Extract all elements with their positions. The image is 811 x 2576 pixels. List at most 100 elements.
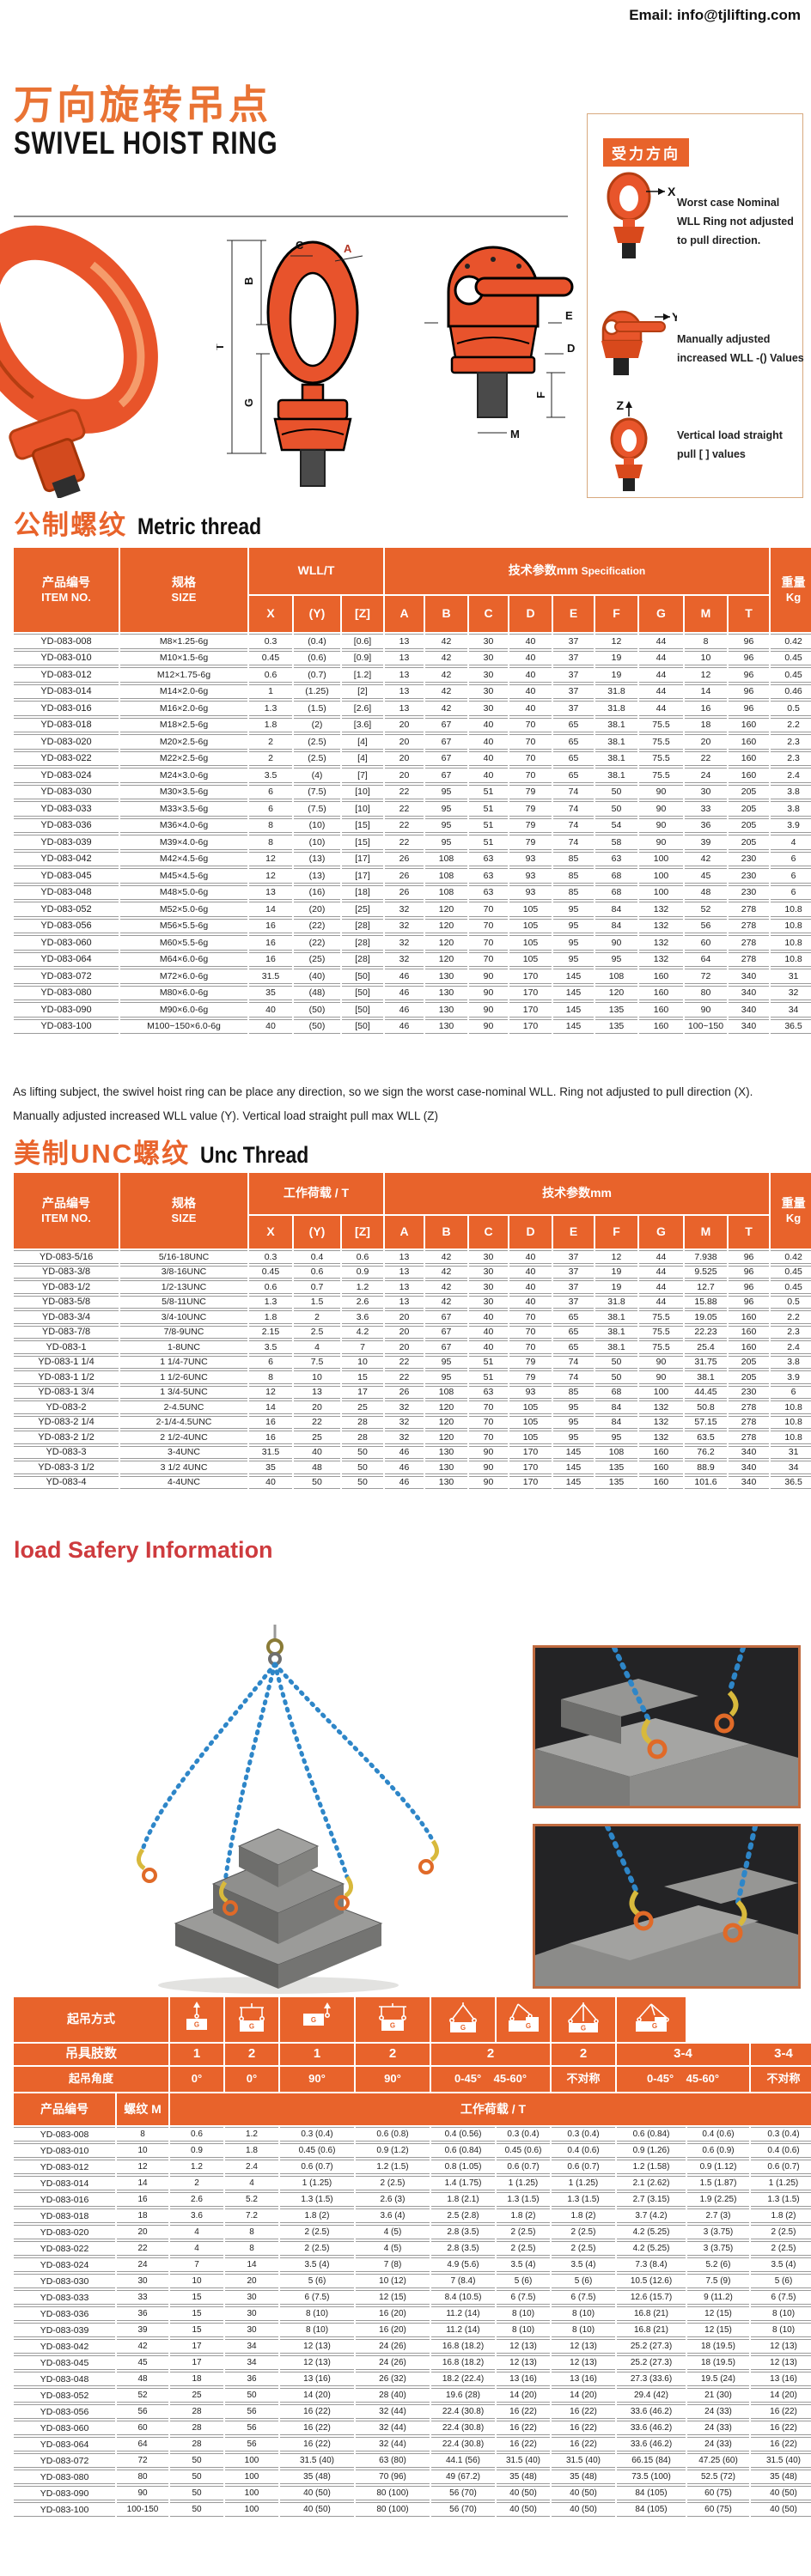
table-cell: 46 <box>385 1475 424 1489</box>
table-cell: 70 <box>509 1340 552 1354</box>
table-cell: 10.8 <box>771 951 811 967</box>
table-cell: 12 (15) <box>687 2323 749 2337</box>
table-cell: 0.6 (0.84) <box>617 2127 686 2142</box>
table-cell: 40 <box>469 1310 508 1324</box>
table-cell: [18] <box>342 884 383 900</box>
table-cell: (4) <box>294 768 340 783</box>
table-cell: 0.8 (1.05) <box>431 2160 495 2174</box>
table-cell: 205 <box>729 1370 770 1384</box>
table-cell: 79 <box>509 817 552 833</box>
table-cell: 26 <box>385 851 424 866</box>
table-cell: 74 <box>553 801 594 817</box>
table-cell: 105 <box>509 1400 552 1414</box>
table-cell: M48×5.0-6g <box>120 884 247 900</box>
table-cell: 50 <box>170 2470 223 2484</box>
table-cell: 51 <box>469 801 508 817</box>
direction-item-y-caption: Manually adjusted increased WLL -() Valu… <box>677 333 804 364</box>
table-cell: 42 <box>685 851 727 866</box>
table-cell: YD-083-030 <box>14 784 119 799</box>
table-cell: YD-083-2 <box>14 1400 119 1414</box>
col-spec: 技术参数mm <box>385 1173 770 1214</box>
table-cell: 20 <box>385 1325 424 1339</box>
table-cell: 90 <box>639 801 683 817</box>
title-divider <box>14 216 568 217</box>
table-cell: YD-083-7/8 <box>14 1325 119 1339</box>
table-cell: (2.5) <box>294 750 340 766</box>
table-cell: 90 <box>639 1355 683 1369</box>
table-cell: 4 <box>170 2225 223 2239</box>
table-cell: 14 (20) <box>552 2388 615 2403</box>
table-row: YD-083-033 M33×3.5-6g 6 (7.5) [10] 22 95 51 79 74… <box>14 801 811 817</box>
table-cell: 35 (48) <box>280 2470 354 2484</box>
table-cell: [1.2] <box>342 667 383 683</box>
table-cell: 90 <box>639 817 683 833</box>
table-cell: 33 <box>685 801 727 817</box>
table-cell: 4 <box>170 2241 223 2256</box>
table-cell: 49 (67.2) <box>431 2470 495 2484</box>
force-direction-badge: 受力方向 <box>603 138 689 167</box>
table-cell: 2-4.5UNC <box>120 1400 247 1414</box>
table-cell: 22 <box>385 1370 424 1384</box>
table-cell: 16 (20) <box>356 2306 430 2321</box>
table-cell: 20 <box>385 750 424 766</box>
table-cell: 95 <box>425 784 467 799</box>
table-cell: 95 <box>425 817 467 833</box>
table-cell: 37 <box>553 650 594 665</box>
table-cell: 10.8 <box>771 1431 811 1444</box>
table-cell: 50 <box>342 1445 383 1459</box>
table-cell: 120 <box>425 951 467 967</box>
table-cell: 52 <box>117 2388 168 2403</box>
table-cell: 16.8 (18.2) <box>431 2355 495 2370</box>
svg-text:C: C <box>296 239 304 252</box>
table-cell: 48 <box>117 2372 168 2386</box>
table-cell: 130 <box>425 969 467 984</box>
col-wll: 工作荷载 / T <box>249 1173 383 1214</box>
table-cell: YD-083-1 <box>14 1340 119 1354</box>
table-cell: [17] <box>342 868 383 884</box>
contact-email: Email: info@tjlifting.com <box>629 7 801 23</box>
table-cell: 70 <box>469 951 508 967</box>
table-cell: YD-083-048 <box>14 884 119 900</box>
table-cell: 0.5 <box>771 701 811 716</box>
table-cell: 6 <box>771 851 811 866</box>
table-cell: 1.2 <box>342 1280 383 1294</box>
table-cell: 2 (2.5) <box>497 2225 550 2239</box>
table-cell: M80×6.0-6g <box>120 985 247 1000</box>
table-cell: 7 (8) <box>356 2257 430 2272</box>
table-cell: 145 <box>553 1475 594 1489</box>
table-cell: 3.5 (4) <box>751 2257 811 2272</box>
table-cell: 32 <box>385 951 424 967</box>
table-cell: YD-083-052 <box>14 2388 115 2403</box>
table-cell: 28 <box>170 2404 223 2419</box>
table-cell: 22 <box>385 817 424 833</box>
table-cell: 50 <box>170 2453 223 2468</box>
table-cell: 95 <box>595 951 637 967</box>
table-cell: 12 (13) <box>751 2339 811 2354</box>
hoist-ring-y-icon: Y <box>601 310 677 375</box>
table-cell: 36 <box>117 2306 168 2321</box>
table-cell: (1.5) <box>294 701 340 716</box>
table-cell: 54 <box>595 817 637 833</box>
table-cell: 22.4 (30.8) <box>431 2404 495 2419</box>
table-cell: 17 <box>170 2355 223 2370</box>
table-cell: 0.45 (0.6) <box>497 2143 550 2158</box>
table-cell: 30 <box>685 784 727 799</box>
table-cell: 278 <box>729 951 770 967</box>
table-cell: 108 <box>425 884 467 900</box>
unc-thread-table: 产品编号 ITEM NO. 规格 SIZE 工作荷载 / T 技术参数mm 重量 Kg… <box>12 1171 811 1491</box>
table-cell: 0.9 <box>342 1265 383 1279</box>
table-cell: 105 <box>509 1431 552 1444</box>
table-cell: 7.938 <box>685 1250 727 1264</box>
table-cell: YD-083-090 <box>14 2486 115 2500</box>
table-cell: YD-083-010 <box>14 2143 115 2158</box>
table-cell: 79 <box>509 801 552 817</box>
table-cell: 2.7 (3.15) <box>617 2192 686 2207</box>
table-cell: 8 <box>249 835 292 850</box>
table-cell: 10.5 (12.6) <box>617 2274 686 2288</box>
table-cell: 90 <box>469 1018 508 1034</box>
table-cell: 135 <box>595 1018 637 1034</box>
table-cell: 12 (15) <box>687 2306 749 2321</box>
table-cell: 33 <box>117 2290 168 2305</box>
table-cell: [28] <box>342 951 383 967</box>
table-cell: 95 <box>553 1400 594 1414</box>
